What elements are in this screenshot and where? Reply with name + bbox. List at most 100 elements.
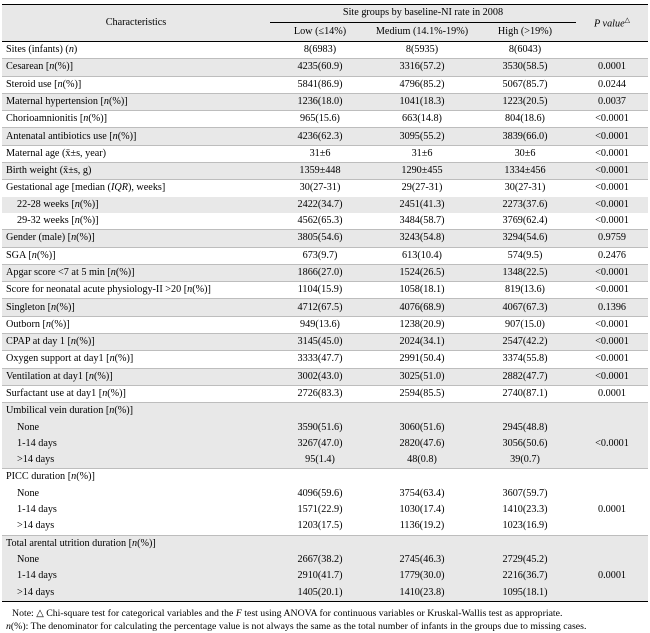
medium-value: 2594(85.5) (370, 384, 474, 403)
table-row: Birth weight (x̄±s, g) 1359±448 1290±455 13… (2, 162, 648, 180)
row-label: Score for neonatal acute physiology-II >… (2, 281, 270, 299)
p-value: <0.0001 (595, 215, 629, 227)
row-label: Umbilical vein duration [n(%)] (2, 402, 270, 420)
header-row-1: Characteristics Site groups by baseline-… (2, 4, 648, 42)
medium-value: 2820(47.6) (370, 435, 474, 453)
table-row: Sites (infants) (n) 8(6983) 8(5935) 8(6043) (2, 42, 648, 59)
row-label: CPAP at day 1 [n(%)] (2, 333, 270, 351)
low-value: 2422(34.7) (270, 196, 370, 213)
p-value: <0.0001 (576, 179, 648, 197)
medium-value: 2451(41.3) (370, 196, 474, 213)
row-label: >14 days (2, 584, 270, 602)
table-row: Outborn [n(%)] 949(13.6) 1238(20.9) 907(15.… (2, 315, 648, 334)
p-value: <0.0001 (576, 196, 648, 213)
p-value: 0.0001 (576, 58, 648, 77)
row-label: 1-14 days (2, 435, 270, 453)
medium-value: 3095(55.2) (370, 127, 474, 146)
p-value: 0.0001 (576, 568, 648, 585)
p-value: <0.0001 (576, 110, 648, 128)
table-row: Antenatal antibiotics use [n(%)] 4236(62.… (2, 127, 648, 146)
medium-value: 613(10.4) (370, 246, 474, 265)
table-note: Note: △ Chi-square test for categorical … (6, 607, 648, 633)
p-value: <0.0001 (576, 315, 648, 334)
row-label: Total arental utrition duration [n(%)] (2, 534, 270, 552)
row-label: Sites (infants) (n) (6, 44, 78, 56)
medium-value: 2024(34.1) (370, 333, 474, 351)
low-value: 3333(47.7) (270, 350, 370, 369)
high-value: 3056(50.6) (474, 435, 576, 453)
pvalue-header: P value△ (576, 4, 648, 42)
table-row: Steroid use [n(%)] 5841(86.9) 4796(85.2) 50… (2, 75, 648, 94)
row-label: Ventilation at day1 [n(%)] (2, 367, 270, 386)
high-value: 2273(37.6) (474, 196, 576, 213)
medium-header: Medium (14.1%-19%) (370, 22, 474, 42)
row-label: 1-14 days (17, 504, 57, 516)
medium-value: 3316(57.2) (370, 58, 474, 77)
medium-value: 3243(54.8) (370, 229, 474, 248)
p-value: 0.9759 (576, 229, 648, 248)
low-value: 30(27-31) (270, 179, 370, 197)
row-label: 29-32 weeks [n(%)] (17, 215, 99, 227)
high-value: 3530(58.5) (474, 58, 576, 77)
table-row: Singleton [n(%)] 4712(67.5) 4076(68.9) 4067… (2, 298, 648, 317)
table-row: None 4096(59.6) 3754(63.4) 3607(59.7) (2, 486, 648, 502)
group-title-header: Site groups by baseline-NI rate in 2008 (270, 4, 576, 23)
high-value: 819(13.6) (474, 281, 576, 299)
high-value: 3294(54.6) (474, 229, 576, 248)
p-value: <0.0001 (576, 144, 648, 163)
p-value: <0.0001 (576, 367, 648, 386)
row-label: Birth weight (x̄±s, g) (2, 162, 270, 180)
table-row: 29-32 weeks [n(%)] 4562(65.3) 3484(58.7) 37… (2, 213, 648, 230)
medium-value: 3754(63.4) (399, 487, 445, 499)
p-value: 0.2476 (576, 246, 648, 265)
p-value (576, 584, 648, 602)
medium-value: 1041(18.3) (370, 92, 474, 111)
table-row: PICC duration [n(%)] (2, 468, 648, 486)
table-row: Chorioamnionitis [n(%)] 965(15.6) 663(14.8… (2, 110, 648, 128)
low-value: 31±6 (270, 144, 370, 163)
low-value: 3145(45.0) (270, 333, 370, 351)
low-value: 1203(17.5) (297, 520, 343, 532)
low-value: 4562(65.3) (297, 215, 343, 227)
pvalue-label: P value (593, 18, 625, 30)
low-value: 2726(83.3) (270, 384, 370, 403)
low-value (270, 468, 370, 486)
medium-value: 1058(18.1) (370, 281, 474, 299)
row-label: Oxygen support at day1 [n(%)] (2, 350, 270, 369)
row-label: None (17, 487, 40, 499)
high-value: 39(0.7) (474, 452, 576, 469)
medium-value: 3060(51.6) (370, 419, 474, 436)
table-row: None 3590(51.6) 3060(51.6) 2945(48.8) (2, 419, 648, 436)
table-row: >14 days 1203(17.5) 1136(19.2) 1023(16.9) (2, 518, 648, 535)
table-row: Gestational age [median (IQR), weeks] 30(… (2, 179, 648, 197)
table-row: None 2667(38.2) 2745(46.3) 2729(45.2) (2, 551, 648, 569)
high-value: 30±6 (474, 144, 576, 163)
table-row: Maternal hypertension [n(%)] 1236(18.0) 10… (2, 92, 648, 111)
high-value: 1410(23.3) (502, 504, 548, 516)
low-value: 8(6983) (303, 44, 337, 56)
medium-value: 4796(85.2) (370, 75, 474, 94)
p-value (576, 419, 648, 436)
low-value (270, 402, 370, 420)
p-value (576, 551, 648, 569)
row-label: PICC duration [n(%)] (2, 468, 270, 486)
medium-value: 29(27-31) (370, 179, 474, 197)
low-value: 1359±448 (270, 162, 370, 180)
medium-value (370, 468, 474, 486)
medium-value: 1410(23.8) (370, 584, 474, 602)
table-row: Umbilical vein duration [n(%)] (2, 402, 648, 420)
table-row: 22-28 weeks [n(%)] 2422(34.7) 2451(41.3) 22… (2, 196, 648, 213)
row-label: SGA [n(%)] (2, 246, 270, 265)
low-value (270, 534, 370, 552)
row-label: None (2, 419, 270, 436)
table-row: Surfactant use at day1 [n(%)] 2726(83.3) 2… (2, 384, 648, 403)
low-value: 965(15.6) (270, 110, 370, 128)
row-label: >14 days (17, 520, 55, 532)
low-value: 95(1.4) (270, 452, 370, 469)
medium-value: 3025(51.0) (370, 367, 474, 386)
row-label: >14 days (2, 452, 270, 469)
row-label: Gestational age [median (IQR), weeks] (2, 179, 270, 197)
p-value (576, 452, 648, 469)
table-row: Total arental utrition duration [n(%)] (2, 534, 648, 552)
low-value: 1236(18.0) (270, 92, 370, 111)
